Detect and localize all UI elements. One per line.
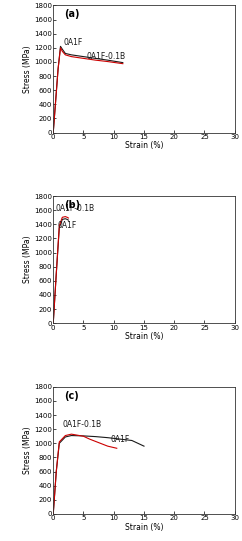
Text: 0A1F: 0A1F [111, 434, 130, 444]
X-axis label: Strain (%): Strain (%) [125, 332, 163, 341]
X-axis label: Strain (%): Strain (%) [125, 523, 163, 532]
Text: 0A1F-0.1B: 0A1F-0.1B [62, 420, 101, 429]
Y-axis label: Stress (MPa): Stress (MPa) [23, 236, 32, 283]
Text: 0A1F: 0A1F [58, 221, 77, 229]
X-axis label: Strain (%): Strain (%) [125, 141, 163, 150]
Text: 0A1F-0.1B: 0A1F-0.1B [56, 204, 95, 213]
Y-axis label: Stress (MPa): Stress (MPa) [23, 45, 32, 93]
Text: (c): (c) [64, 391, 79, 401]
Text: (b): (b) [64, 200, 80, 210]
Text: 0A1F-0.1B: 0A1F-0.1B [86, 52, 126, 61]
Y-axis label: Stress (MPa): Stress (MPa) [23, 426, 32, 474]
Text: 0A1F: 0A1F [63, 38, 83, 48]
Text: (a): (a) [64, 9, 80, 19]
